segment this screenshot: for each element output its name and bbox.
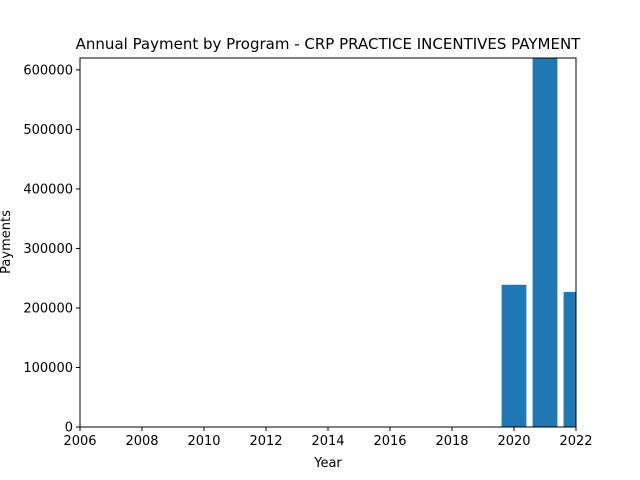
x-tick-label: 2006	[63, 434, 96, 449]
y-tick-label: 0	[65, 421, 73, 436]
y-tick-label: 500000	[23, 123, 73, 138]
x-tick-label: 2014	[311, 434, 344, 449]
y-tick-label: 400000	[23, 182, 73, 197]
x-axis: 2006 2008 2010 2012 2014 2016 2018 2020 2022	[63, 427, 593, 449]
y-axis-label: Payments	[0, 210, 14, 274]
x-axis-label: Year	[313, 456, 342, 471]
y-axis: 0 100000 200000 300000 400000 500000 600000	[23, 63, 80, 436]
chart-title: Annual Payment by Program - CRP PRACTICE…	[76, 35, 582, 53]
x-tick-label: 2012	[249, 434, 282, 449]
bars-layer	[501, 58, 576, 427]
y-tick-label: 100000	[23, 361, 73, 376]
y-tick-label: 600000	[23, 63, 73, 78]
y-tick-label: 300000	[23, 242, 73, 257]
x-tick-label: 2020	[497, 434, 530, 449]
x-tick-label: 2018	[435, 434, 468, 449]
y-tick-label: 200000	[23, 301, 73, 316]
x-tick-label: 2008	[125, 434, 158, 449]
bar-2021	[532, 58, 558, 427]
x-tick-label: 2016	[373, 434, 406, 449]
bar-2020	[501, 284, 527, 427]
x-tick-label: 2010	[187, 434, 220, 449]
bar-2022	[563, 291, 576, 427]
x-tick-label: 2022	[559, 434, 592, 449]
